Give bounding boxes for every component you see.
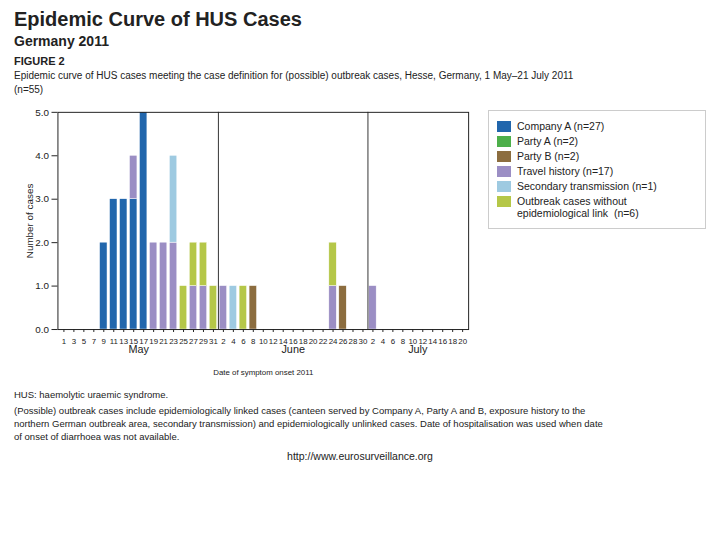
svg-text:7: 7 [92,337,96,346]
svg-text:24: 24 [329,337,338,346]
html-text:Party B (n=2): Party B (n=2) [517,150,580,162]
svg-text:8: 8 [251,337,256,346]
svg-text:9: 9 [102,337,106,346]
svg-text:28: 28 [349,337,358,346]
html-text:Company A (n=27): Company A (n=27) [517,120,605,132]
svg-text:16: 16 [289,337,298,346]
svg-text:18: 18 [448,337,457,346]
svg-text:15: 15 [129,337,138,346]
svg-text:5: 5 [82,337,87,346]
svg-text:6: 6 [391,337,396,346]
svg-text:July: July [408,343,428,356]
svg-text:0.0: 0.0 [35,324,49,335]
svg-text:3.0: 3.0 [35,193,49,204]
svg-text:May: May [128,343,149,356]
svg-text:1.0: 1.0 [35,280,49,291]
svg-text:27: 27 [189,337,198,346]
svg-text:2: 2 [221,337,225,346]
svg-text:22: 22 [319,337,328,346]
svg-text:4: 4 [381,337,386,346]
svg-text:6: 6 [241,337,246,346]
html-text:Secondary transmission (n=1): Secondary transmission (n=1) [517,180,657,192]
html-text:Epidemic Curve of HUS Cases: Epidemic Curve of HUS Cases [14,8,302,30]
svg-text:Date of symptom onset 2011: Date of symptom onset 2011 [213,368,313,377]
svg-text:25: 25 [179,337,188,346]
html-text:FIGURE 2: FIGURE 2 [14,55,65,67]
html-text:Outbreak cases without epidemi: Outbreak cases without epidemiological l… [517,195,639,219]
svg-text:Number of cases: Number of cases [24,184,35,259]
svg-text:5.0: 5.0 [35,106,49,117]
svg-text:19: 19 [149,337,158,346]
svg-text:1: 1 [62,337,66,346]
html-text:Travel history (n=17): Travel history (n=17) [517,165,614,177]
svg-text:13: 13 [119,337,128,346]
svg-text:21: 21 [159,337,168,346]
svg-text:4: 4 [231,337,236,346]
svg-text:3: 3 [72,337,77,346]
svg-text:23: 23 [169,337,178,346]
svg-text:10: 10 [408,337,417,346]
svg-text:31: 31 [209,337,218,346]
svg-text:20: 20 [309,337,318,346]
svg-text:26: 26 [339,337,348,346]
svg-text:10: 10 [259,337,268,346]
svg-text:2.0: 2.0 [35,237,49,248]
svg-text:12: 12 [269,337,278,346]
svg-text:14: 14 [279,337,288,346]
html-text:(Possible) outbreak cases incl: (Possible) outbreak cases include epidem… [14,405,603,442]
svg-text:18: 18 [299,337,308,346]
html-text:Epidemic curve of HUS cases me: Epidemic curve of HUS cases meeting the … [14,70,574,95]
html-text:http://www.eurosurveillance.or: http://www.eurosurveillance.org [287,449,433,462]
html-text:HUS: haemolytic uraemic syndro: HUS: haemolytic uraemic syndrome. [14,389,169,401]
svg-text:30: 30 [359,337,368,346]
svg-text:20: 20 [458,337,467,346]
svg-text:29: 29 [199,337,208,346]
svg-text:4.0: 4.0 [35,150,49,161]
svg-text:2: 2 [371,337,375,346]
svg-text:June: June [281,343,305,356]
html-text:Party A (n=2): Party A (n=2) [517,135,578,147]
svg-text:17: 17 [139,337,148,346]
svg-text:12: 12 [418,337,427,346]
svg-text:8: 8 [401,337,406,346]
svg-text:14: 14 [428,337,437,346]
svg-text:11: 11 [110,337,118,346]
html-text:Germany 2011: Germany 2011 [14,33,109,49]
svg-text:16: 16 [438,337,447,346]
